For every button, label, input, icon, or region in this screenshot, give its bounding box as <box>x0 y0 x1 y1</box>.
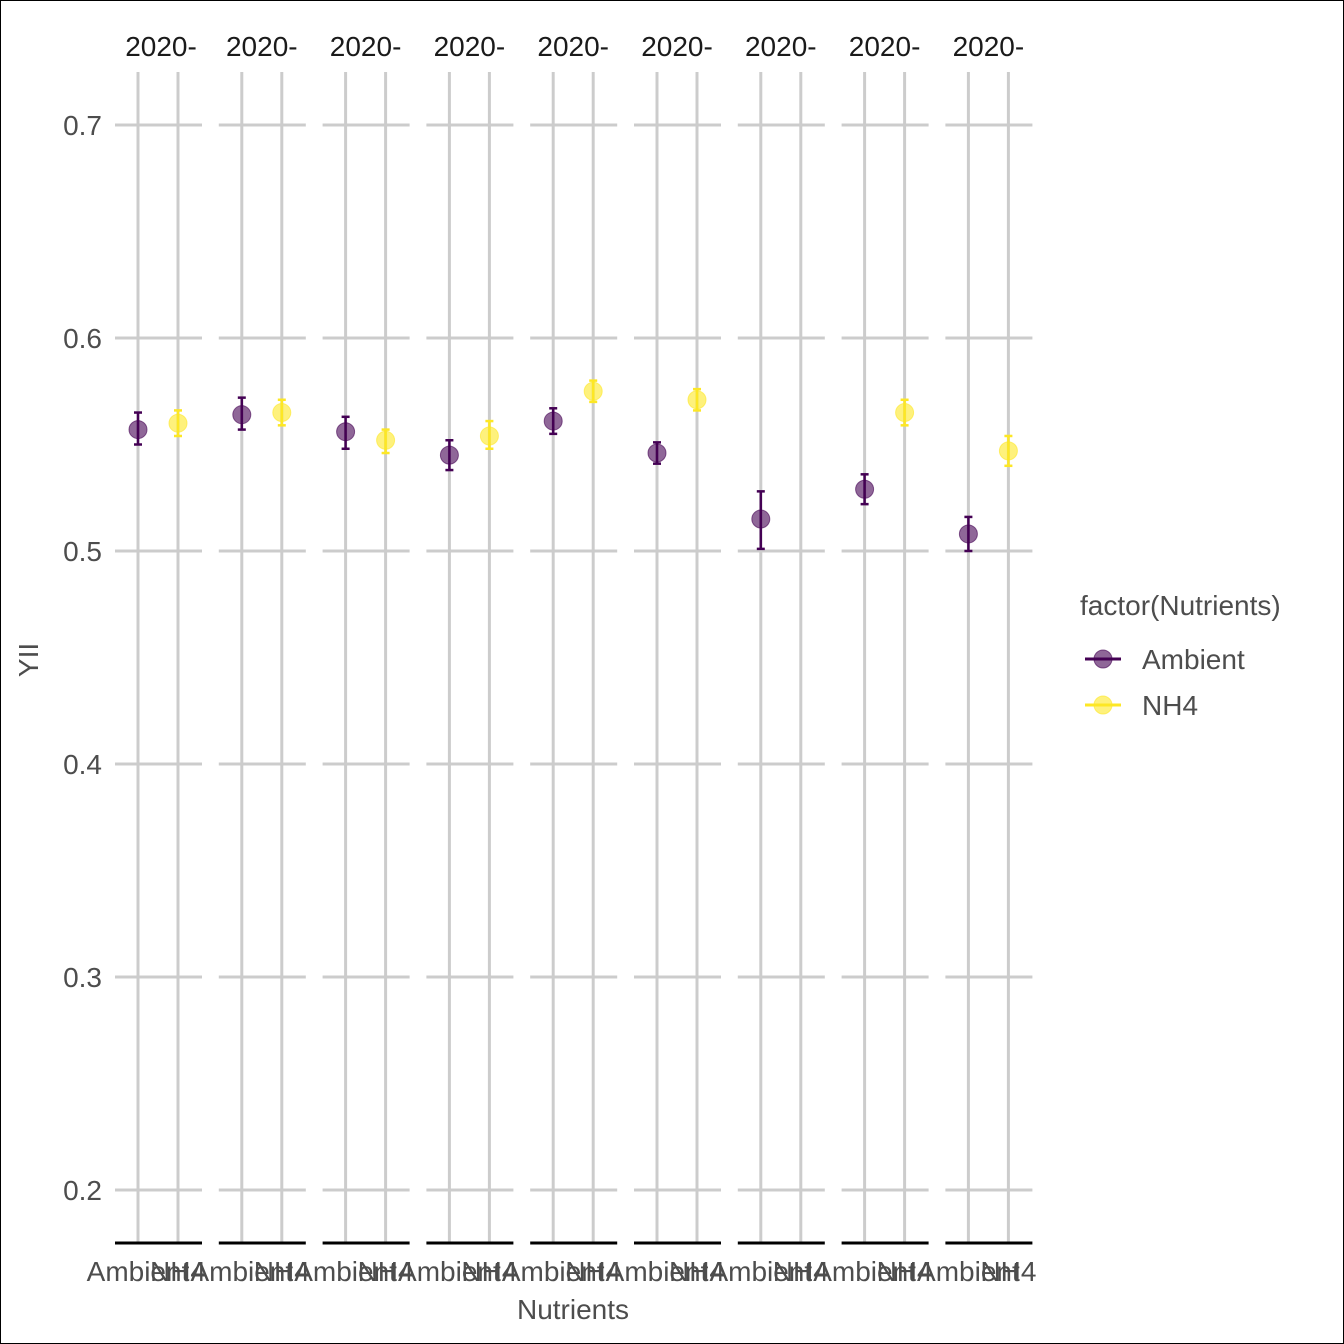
x-tick-label: NH4 <box>980 1256 1036 1287</box>
x-tick-label: NH4 <box>358 1256 414 1287</box>
legend: factor(Nutrients) Ambient NH4 <box>1080 590 1281 721</box>
y-tick-label: 0.5 <box>63 536 102 567</box>
data-point <box>895 403 915 423</box>
data-point <box>647 443 667 463</box>
x-tick-label: Ambient <box>917 1256 1020 1287</box>
x-tick-label: Ambient <box>502 1256 605 1287</box>
x-tick-label: NH4 <box>150 1256 206 1287</box>
facet-strip-label: 2020- <box>745 31 817 62</box>
x-tick-label: NH4 <box>877 1256 933 1287</box>
data-point <box>958 524 978 544</box>
data-point <box>583 381 603 401</box>
facet-strips: 2020- 2020- 2020- 2020- 2020- 2020- 2020- 2020-… <box>125 31 1024 62</box>
y-axis: 0.2 0.3 0.4 0.5 0.6 0.7 <box>63 110 102 1206</box>
x-tick-label: NH4 <box>254 1256 310 1287</box>
facet-strip-label: 2020- <box>537 31 609 62</box>
data-point <box>855 479 875 499</box>
legend-label: Ambient <box>1142 644 1245 675</box>
y-tick-label: 0.6 <box>63 323 102 354</box>
facet-strip-label: 2020- <box>434 31 506 62</box>
data-point <box>272 403 292 423</box>
data-point <box>168 413 188 433</box>
legend-title: factor(Nutrients) <box>1080 590 1281 621</box>
legend-label: NH4 <box>1142 690 1198 721</box>
x-tick-label: NH4 <box>773 1256 829 1287</box>
x-tick-label: Ambient <box>606 1256 709 1287</box>
y-axis-title: YII <box>13 643 44 677</box>
x-tick-label: NH4 <box>461 1256 517 1287</box>
data-point <box>751 509 771 529</box>
marks-layer <box>128 379 1018 553</box>
legend-key-point <box>1093 649 1113 669</box>
y-tick-label: 0.3 <box>63 962 102 993</box>
facet-strip-label: 2020- <box>330 31 402 62</box>
x-tick-label: Ambient <box>398 1256 501 1287</box>
x-tick-label: NH4 <box>669 1256 725 1287</box>
facet-strip-label: 2020- <box>849 31 921 62</box>
x-tick-label: Ambient <box>709 1256 812 1287</box>
data-point <box>128 420 148 440</box>
legend-key-point <box>1093 695 1113 715</box>
y-tick-label: 0.4 <box>63 749 102 780</box>
x-axis: AmbientNH4AmbientNH4AmbientNH4AmbientNH4… <box>87 1241 1036 1287</box>
x-tick-label: Ambient <box>190 1256 293 1287</box>
y-tick-label: 0.7 <box>63 110 102 141</box>
data-point <box>439 445 459 465</box>
data-point <box>998 441 1018 461</box>
x-axis-title: Nutrients <box>517 1294 629 1325</box>
data-point <box>232 405 252 425</box>
x-tick-label: NH4 <box>565 1256 621 1287</box>
data-point <box>687 390 707 410</box>
x-tick-label: Ambient <box>294 1256 397 1287</box>
data-point <box>376 430 396 450</box>
x-tick-label: Ambient <box>813 1256 916 1287</box>
facet-strip-label: 2020- <box>125 31 197 62</box>
facet-strip-label: 2020- <box>953 31 1025 62</box>
x-tick-label: Ambient <box>87 1256 190 1287</box>
data-point <box>336 422 356 442</box>
grid-layer <box>115 72 1033 1242</box>
y-tick-label: 0.2 <box>63 1175 102 1206</box>
data-point <box>543 411 563 431</box>
data-point <box>479 426 499 446</box>
facet-strip-label: 2020- <box>641 31 713 62</box>
facet-strip-label: 2020- <box>226 31 298 62</box>
